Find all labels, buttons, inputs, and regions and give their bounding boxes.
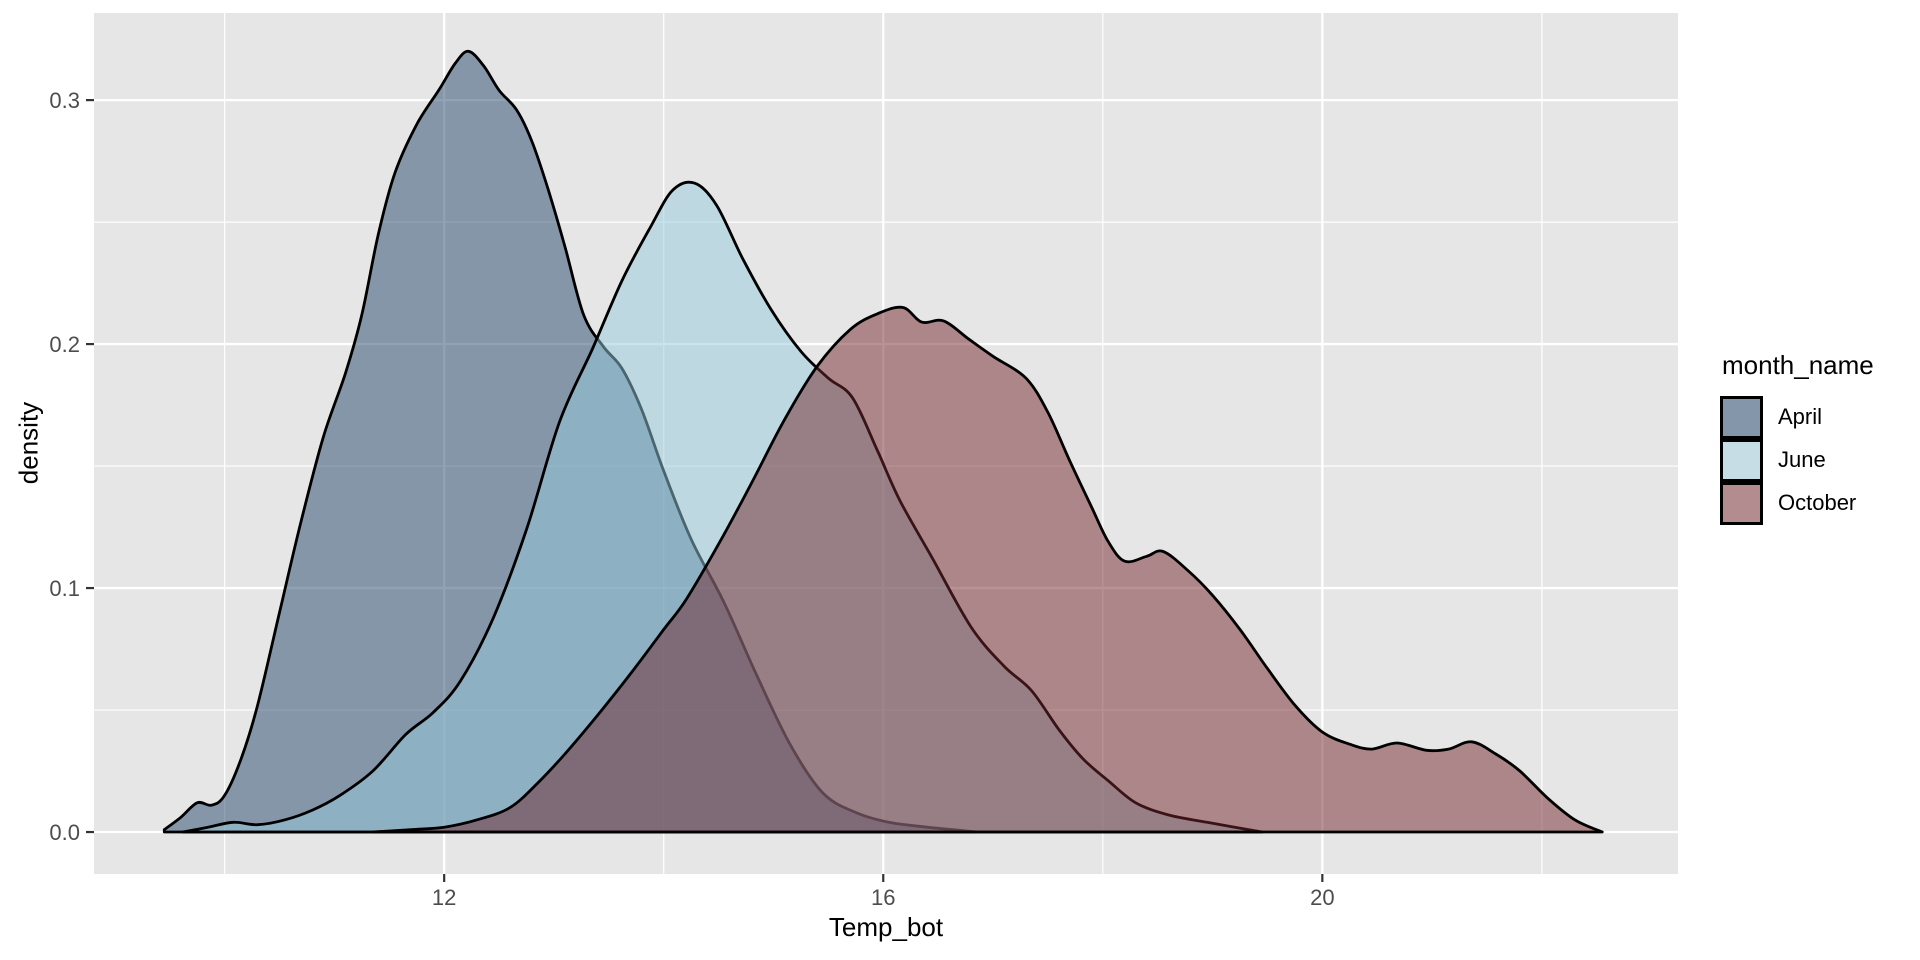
legend-swatch-october: [1720, 481, 1763, 525]
x-tick-label: 12: [432, 885, 456, 910]
x-tick-label: 20: [1310, 885, 1334, 910]
legend-title: month_name: [1722, 350, 1874, 380]
x-axis-title: Temp_bot: [828, 912, 944, 942]
legend-swatch-april: [1720, 395, 1763, 439]
y-tick-label: 0.1: [49, 576, 80, 601]
legend-items: April June October: [1720, 395, 1874, 525]
y-axis-title: density: [13, 401, 44, 485]
legend: month_name April June October: [1720, 350, 1874, 526]
legend-item-june: June: [1720, 438, 1874, 482]
density-curve-october: [371, 305, 1604, 834]
y-tick-label: 0.0: [49, 820, 80, 845]
legend-item-april: April: [1720, 395, 1874, 439]
x-tick-label: 16: [871, 885, 895, 910]
legend-item-october: October: [1720, 481, 1874, 525]
y-tick-label: 0.2: [49, 332, 80, 357]
legend-label-april: April: [1778, 404, 1823, 429]
legend-label-june: June: [1778, 447, 1826, 472]
y-tick-label: 0.3: [49, 88, 80, 113]
legend-swatch-june: [1720, 438, 1763, 482]
legend-label-october: October: [1778, 490, 1857, 515]
